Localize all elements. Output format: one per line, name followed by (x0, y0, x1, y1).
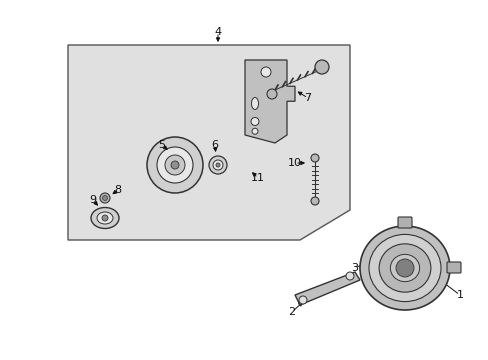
Ellipse shape (359, 226, 449, 310)
Circle shape (213, 160, 223, 170)
Ellipse shape (91, 207, 119, 229)
Text: 1: 1 (456, 290, 463, 300)
Circle shape (100, 193, 110, 203)
Text: 11: 11 (250, 173, 264, 183)
Text: 9: 9 (89, 195, 96, 205)
Text: 2: 2 (288, 307, 295, 317)
Circle shape (171, 161, 179, 169)
Circle shape (310, 154, 318, 162)
Circle shape (216, 163, 220, 167)
Circle shape (147, 137, 203, 193)
FancyBboxPatch shape (397, 217, 411, 228)
Circle shape (395, 259, 413, 277)
Polygon shape (244, 60, 294, 143)
Text: 4: 4 (214, 27, 221, 37)
Ellipse shape (389, 255, 419, 282)
Text: 7: 7 (304, 93, 311, 103)
Polygon shape (68, 45, 349, 240)
Circle shape (298, 296, 306, 304)
Circle shape (157, 147, 193, 183)
Text: 6: 6 (211, 140, 218, 150)
Circle shape (208, 156, 226, 174)
Text: 5: 5 (158, 140, 165, 150)
Circle shape (250, 117, 259, 126)
Circle shape (261, 67, 270, 77)
FancyBboxPatch shape (446, 262, 460, 273)
Circle shape (346, 272, 353, 280)
Text: 3: 3 (351, 263, 358, 273)
Ellipse shape (368, 234, 440, 302)
Ellipse shape (378, 244, 430, 292)
Circle shape (102, 215, 108, 221)
Circle shape (314, 60, 328, 74)
Polygon shape (294, 272, 359, 305)
Circle shape (251, 128, 258, 134)
Circle shape (310, 197, 318, 205)
Ellipse shape (97, 212, 113, 224)
Ellipse shape (251, 98, 258, 109)
Circle shape (164, 155, 184, 175)
Text: 10: 10 (287, 158, 302, 168)
Circle shape (102, 195, 107, 201)
Text: 8: 8 (114, 185, 122, 195)
Circle shape (266, 89, 276, 99)
